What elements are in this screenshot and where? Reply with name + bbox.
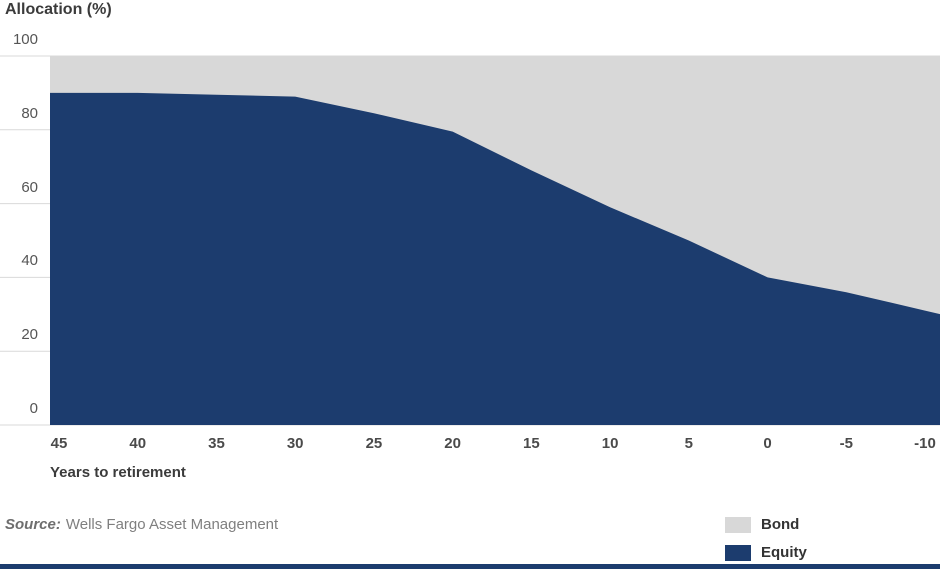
x-axis-title: Years to retirement <box>50 464 186 481</box>
y-tick-label: 0 <box>29 400 38 417</box>
legend-item-equity: Equity <box>725 545 807 561</box>
x-tick-label: 20 <box>444 435 461 452</box>
legend: Bond Equity <box>725 517 807 569</box>
x-tick-label: 35 <box>208 435 225 452</box>
x-tick-label: 45 <box>50 435 68 452</box>
y-tick-label: 40 <box>21 252 38 270</box>
legend-label: Equity <box>761 544 807 561</box>
x-tick-label: 40 <box>129 435 147 452</box>
source-note: Source: Wells Fargo Asset Management <box>5 516 278 533</box>
x-tick-label: 10 <box>601 435 619 452</box>
y-tick-label: 20 <box>21 326 38 344</box>
x-tick-label: 0 <box>763 435 772 452</box>
x-tick-label: 5 <box>684 435 693 452</box>
y-tick-label: 80 <box>21 104 38 122</box>
y-tick-label: 60 <box>21 178 38 196</box>
footer-bar <box>0 564 940 569</box>
source-label: Source: <box>5 516 61 533</box>
x-tick-label: 25 <box>365 435 383 452</box>
equity-area <box>50 92 940 426</box>
x-tick-label: -10 <box>914 435 936 452</box>
y-tick-label: 100 <box>12 31 38 48</box>
chart-title: Allocation (%) <box>5 1 112 18</box>
x-tick-label: 30 <box>286 435 304 452</box>
x-tick-label: 15 <box>523 435 540 452</box>
legend-swatch-equity <box>725 545 751 561</box>
legend-label: Bond <box>761 516 800 533</box>
legend-item-bond: Bond <box>725 517 807 533</box>
x-tick-label: -5 <box>839 435 853 452</box>
legend-swatch-bond <box>725 517 751 533</box>
source-text: Wells Fargo Asset Management <box>65 516 279 533</box>
